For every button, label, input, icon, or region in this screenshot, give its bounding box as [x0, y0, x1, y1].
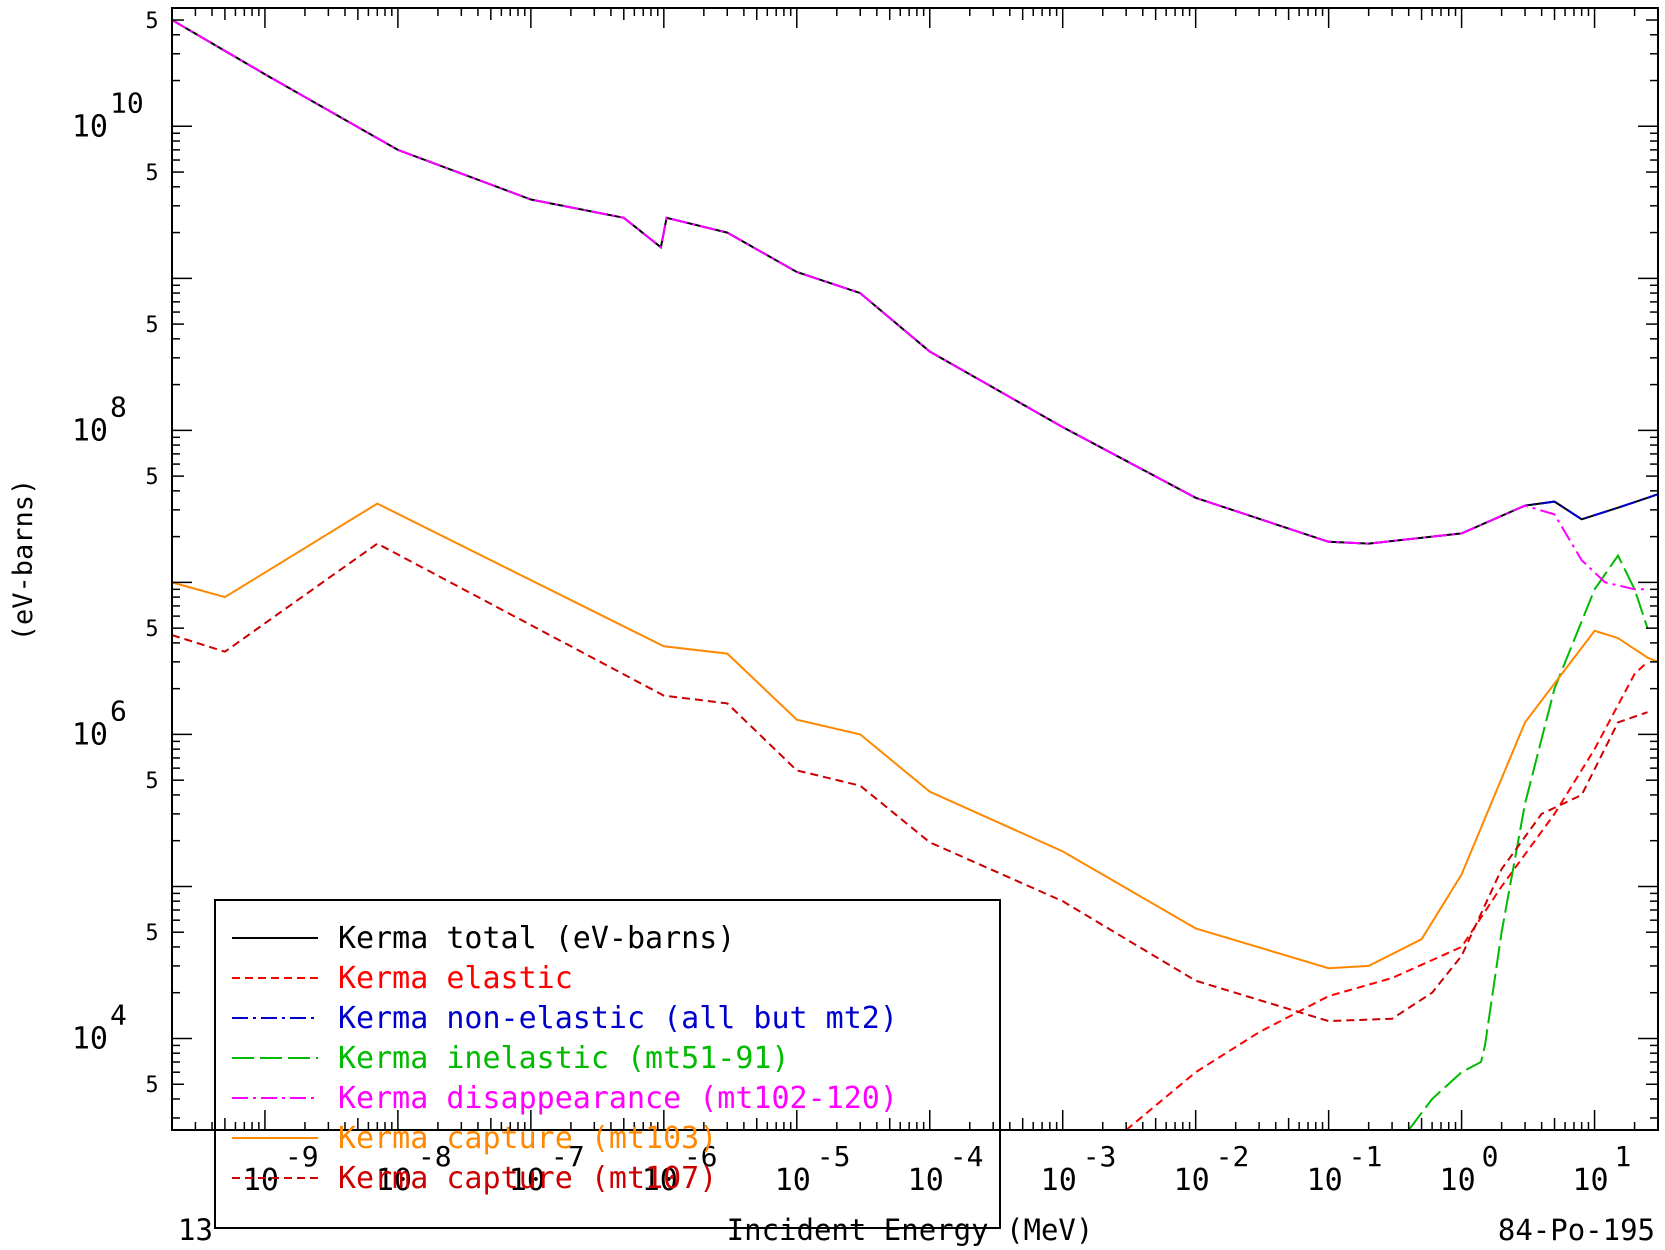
series-line-4	[172, 19, 1648, 591]
legend-label-3: Kerma inelastic (mt51-91)	[338, 1041, 790, 1076]
plot-frame	[171, 7, 1659, 1131]
x-axis-label: Incident Energy (MeV)	[727, 1213, 1094, 1247]
series-line-5	[172, 502, 1658, 970]
y-minor-label-0: 5	[145, 9, 158, 34]
corner-left-label: 13	[178, 1213, 213, 1247]
legend-label-1: Kerma elastic	[338, 961, 573, 996]
y-tick-label-1: 10	[72, 413, 108, 448]
y-tick-label-3: 10	[72, 1021, 108, 1056]
x-tick-exp-4: -5	[817, 1140, 851, 1173]
legend-label-4: Kerma disappearance (mt102-120)	[338, 1081, 898, 1116]
y-minor-label-6: 5	[145, 921, 158, 946]
corner-right-label: 84-Po-195	[1498, 1213, 1655, 1247]
x-tick-label-1: 10	[376, 1163, 412, 1198]
y-axis-label: (eV-barns)	[8, 479, 39, 642]
y-minor-label-2: 5	[145, 313, 158, 338]
x-tick-exp-8: -1	[1349, 1140, 1383, 1173]
y-minor-label-7: 5	[145, 1073, 158, 1098]
legend: Kerma total (eV-barns) Kerma elastic Kerma…	[214, 899, 1001, 1229]
y-tick-exp-3: 4	[110, 998, 127, 1031]
y-tick-label-2: 10	[72, 717, 108, 752]
x-tick-exp-3: -6	[684, 1140, 718, 1173]
x-tick-label-0: 10	[243, 1163, 279, 1198]
x-tick-label-8: 10	[1307, 1163, 1343, 1198]
x-tick-label-7: 10	[1174, 1163, 1210, 1198]
x-tick-exp-1: -8	[418, 1140, 452, 1173]
x-tick-label-3: 10	[642, 1163, 678, 1198]
series-line-3	[1407, 553, 1649, 1130]
legend-entries: Kerma total (eV-barns) Kerma elastic Kerma…	[232, 921, 898, 1196]
legend-label-6: Kerma capture (mt107)	[338, 1161, 717, 1196]
y-tick-exp-0: 10	[110, 86, 144, 119]
series-line-1	[1125, 661, 1649, 1130]
x-tick-exp-6: -3	[1083, 1140, 1117, 1173]
y-minor-label-3: 5	[145, 465, 158, 490]
x-tick-label-2: 10	[509, 1163, 545, 1198]
tick-layer	[171, 7, 1659, 1130]
y-tick-label-0: 10	[72, 109, 108, 144]
x-tick-exp-0: -9	[285, 1140, 319, 1173]
legend-label-0: Kerma total (eV-barns)	[338, 921, 735, 956]
x-tick-exp-2: -7	[551, 1140, 585, 1173]
series-layer	[172, 19, 1658, 1130]
y-minor-label-5: 5	[145, 769, 158, 794]
legend-label-2: Kerma non-elastic (all but mt2)	[338, 1001, 898, 1036]
series-line-6	[172, 542, 1648, 1023]
x-tick-label-9: 10	[1440, 1163, 1476, 1198]
x-tick-label-10: 10	[1572, 1163, 1608, 1198]
y-tick-exp-2: 6	[110, 694, 127, 727]
y-tick-exp-1: 8	[110, 390, 127, 423]
x-tick-label-6: 10	[1041, 1163, 1077, 1198]
series-line-0	[172, 19, 1658, 545]
x-tick-label-5: 10	[908, 1163, 944, 1198]
y-minor-label-4: 5	[145, 617, 158, 642]
x-tick-label-4: 10	[775, 1163, 811, 1198]
x-tick-exp-9: 0	[1482, 1140, 1499, 1173]
label-layer: 10-910-810-710-610-510-410-310-210-11001…	[72, 9, 1632, 1198]
y-minor-label-1: 5	[145, 161, 158, 186]
legend-label-5: Kerma capture (mt103)	[338, 1121, 717, 1156]
x-tick-exp-5: -4	[950, 1140, 984, 1173]
series-line-2	[172, 19, 1658, 545]
legend-box	[214, 899, 1001, 1229]
x-tick-exp-10: 1	[1615, 1140, 1632, 1173]
x-tick-exp-7: -2	[1216, 1140, 1250, 1173]
